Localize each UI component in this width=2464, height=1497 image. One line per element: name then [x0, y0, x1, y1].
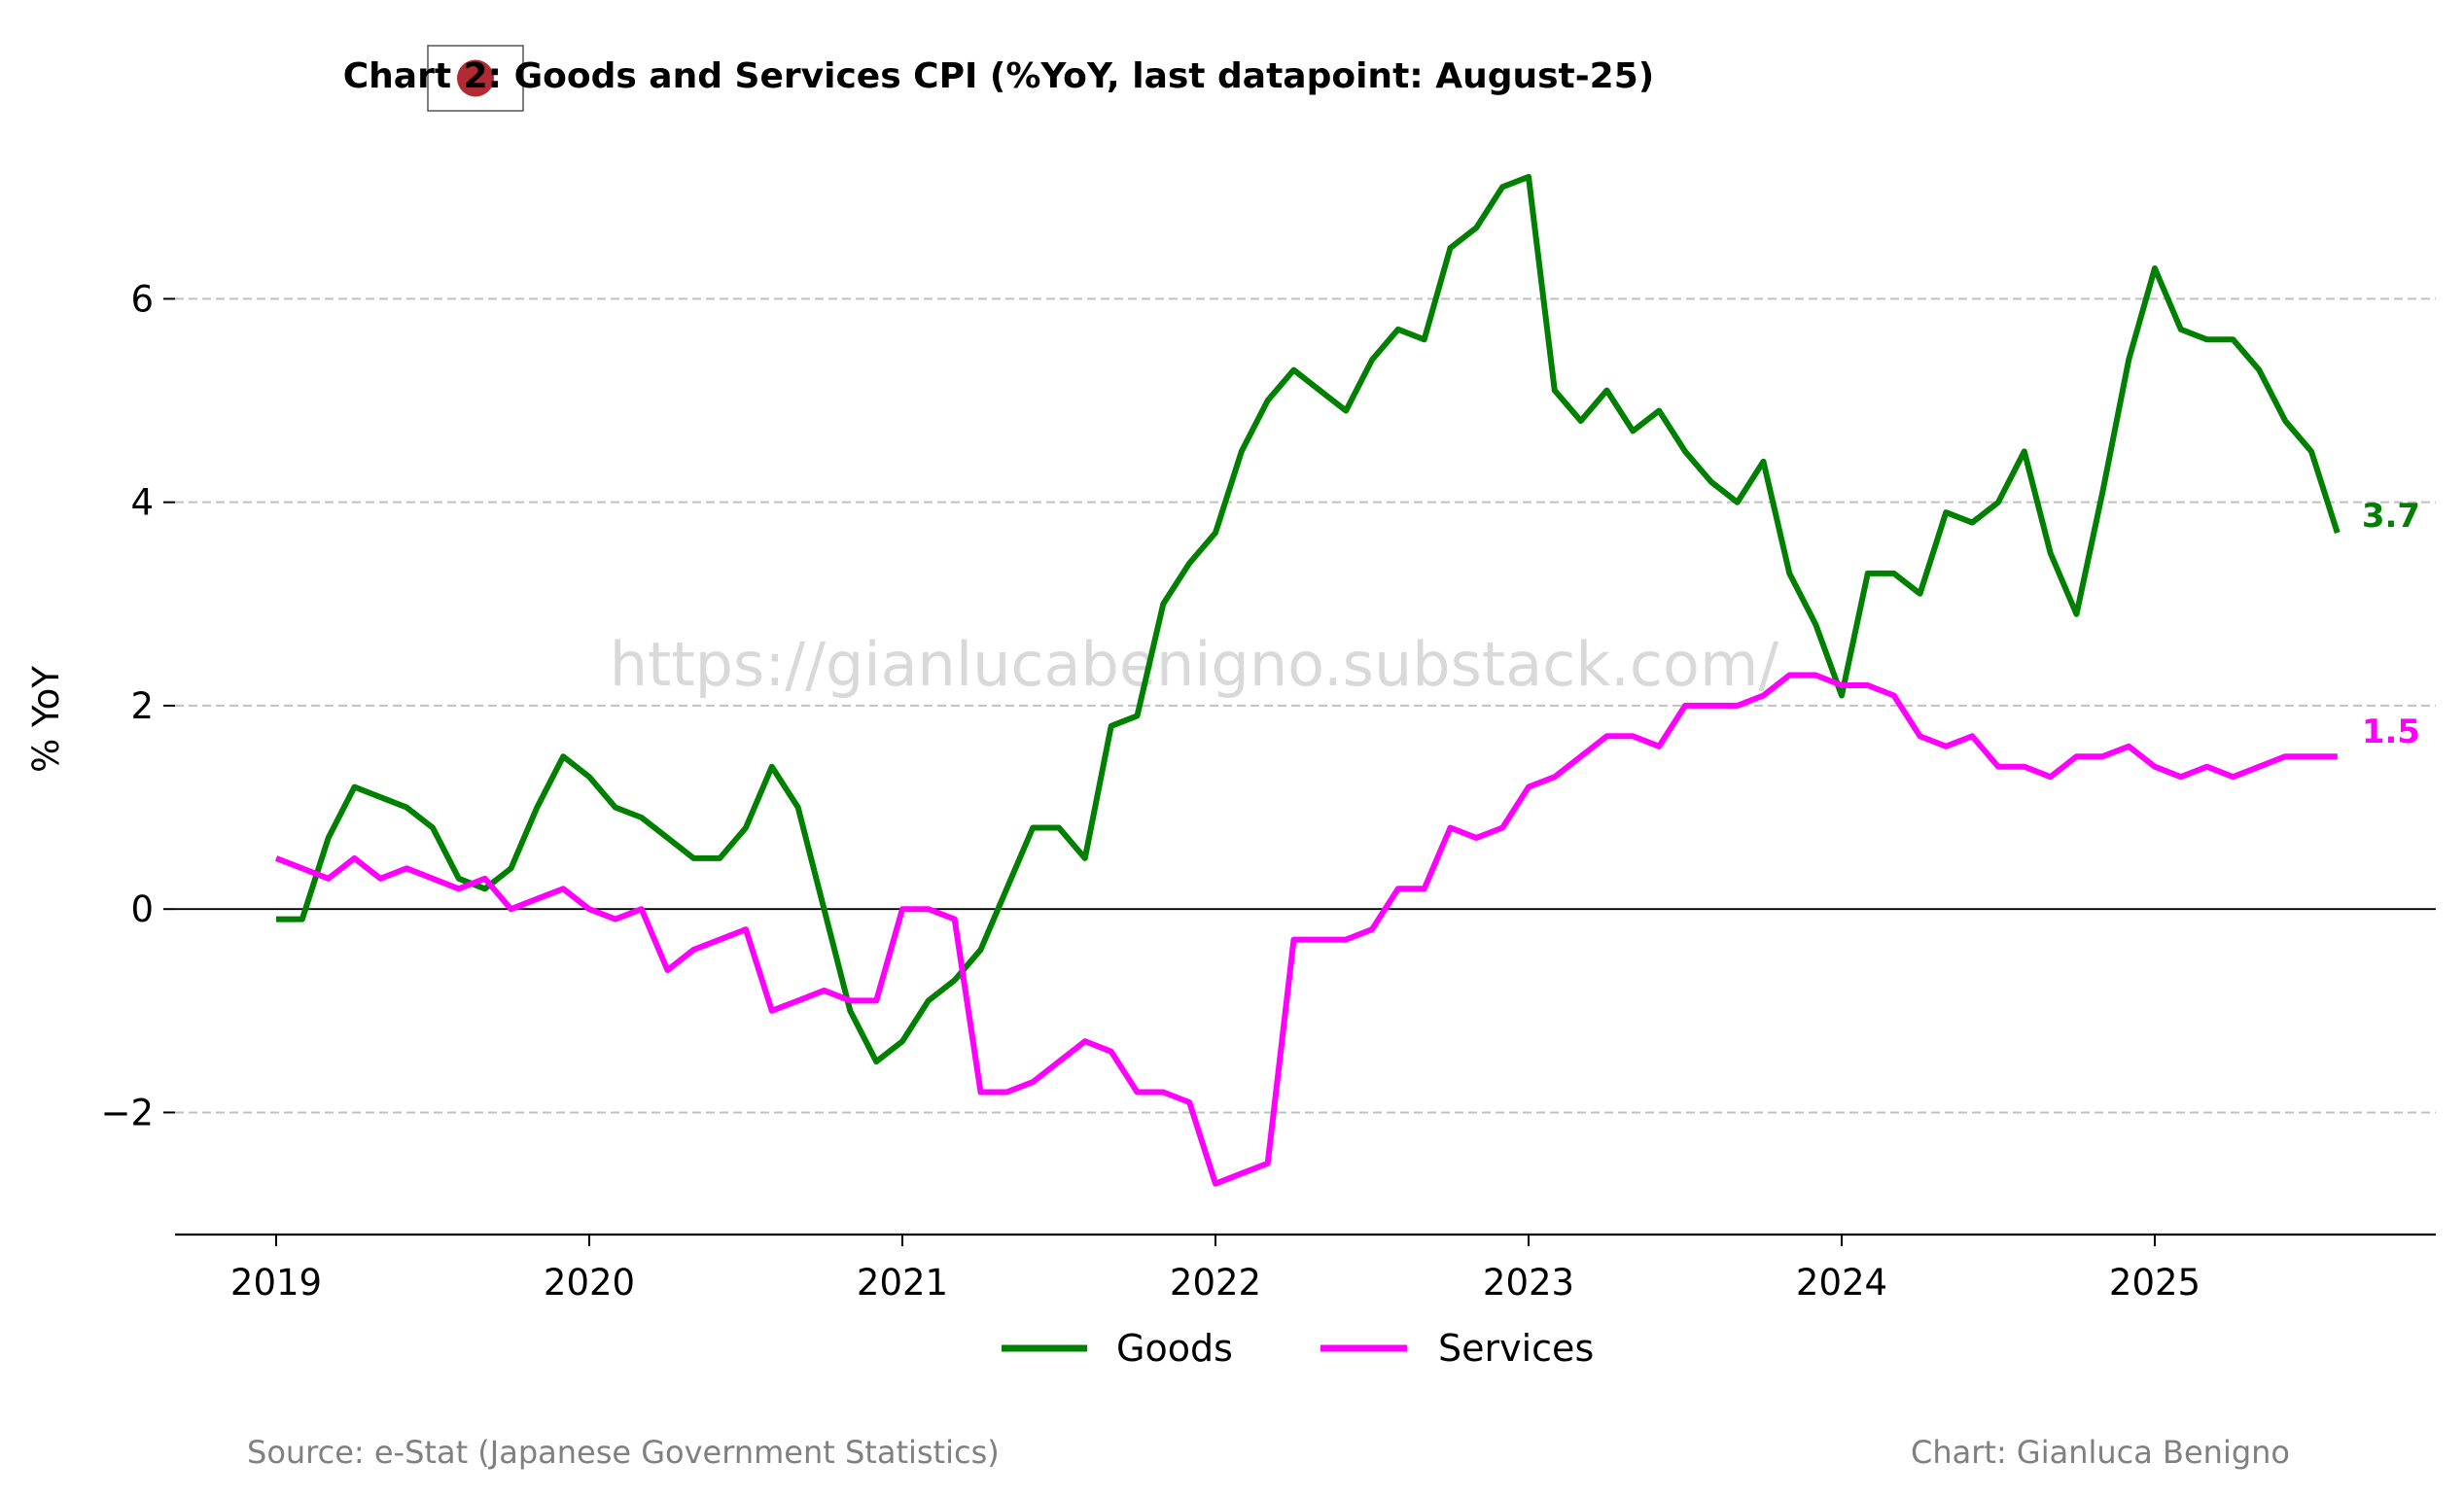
y-tick-label: −2: [100, 1092, 154, 1133]
y-axis-label: % YoY: [25, 666, 67, 773]
watermark: https://gianlucabenigno.substack.com/: [610, 629, 1779, 700]
legend-label-services: Services: [1438, 1327, 1594, 1370]
x-tick-label: 2023: [1483, 1262, 1574, 1304]
x-tick-label: 2021: [857, 1262, 948, 1304]
x-tick-label: 2025: [2109, 1262, 2200, 1304]
x-tick-label: 2020: [544, 1262, 635, 1304]
y-tick-label: 2: [130, 685, 154, 727]
y-tick-label: 4: [130, 482, 154, 524]
gridlines: [175, 297, 2436, 1114]
source-note: Source: e-Stat (Japanese Government Stat…: [247, 1434, 1000, 1471]
legend: Goods Services: [1002, 1327, 1594, 1370]
series-line-services: [274, 672, 2338, 1187]
japan-flag-icon: [427, 45, 524, 112]
x-tick-label: 2019: [230, 1262, 322, 1304]
chart-title: Chart 2: Goods and Services CPI (%YoY, l…: [343, 56, 1654, 96]
y-tick-label: 0: [130, 888, 154, 930]
axes: −2 0 2 4 6 2019 2020 2021 2022 2023 2024 2025: [100, 278, 2436, 1304]
legend-label-goods: Goods: [1116, 1327, 1233, 1370]
series-line-goods: [276, 173, 2341, 1065]
chart-credit: Chart: Gianluca Benigno: [1911, 1434, 2290, 1471]
end-label-goods: 3.7: [2362, 497, 2420, 536]
y-tick-label: 6: [130, 278, 154, 320]
end-label-services: 1.5: [2362, 713, 2420, 751]
x-tick-label: 2022: [1170, 1262, 1261, 1304]
x-tick-label: 2024: [1796, 1262, 1887, 1304]
